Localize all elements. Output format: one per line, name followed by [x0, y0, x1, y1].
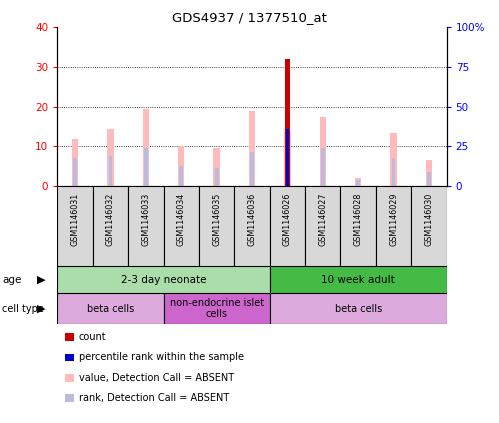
Bar	[72, 138, 78, 186]
Bar	[179, 166, 183, 186]
Text: rank, Detection Call = ABSENT: rank, Detection Call = ABSENT	[79, 393, 229, 403]
Bar	[285, 126, 289, 186]
Text: GSM1146027: GSM1146027	[318, 192, 327, 246]
Bar	[426, 160, 432, 186]
Bar	[57, 293, 164, 324]
Bar	[286, 129, 288, 186]
Bar	[427, 172, 431, 186]
Bar	[235, 186, 269, 266]
Bar	[143, 109, 149, 186]
Bar	[215, 168, 219, 186]
Bar	[107, 129, 114, 186]
Bar	[109, 157, 112, 186]
Text: ▶: ▶	[36, 275, 45, 285]
Text: percentile rank within the sample: percentile rank within the sample	[79, 352, 244, 363]
Text: beta cells: beta cells	[334, 304, 382, 313]
Bar	[269, 186, 305, 266]
Bar	[73, 158, 77, 186]
Bar	[285, 59, 289, 186]
Bar	[321, 148, 325, 186]
Bar	[284, 131, 290, 186]
Bar	[355, 178, 361, 186]
Bar	[269, 266, 447, 293]
Bar	[164, 186, 199, 266]
Bar	[214, 148, 220, 186]
Text: value, Detection Call = ABSENT: value, Detection Call = ABSENT	[79, 373, 234, 383]
Text: GSM1146033: GSM1146033	[141, 192, 150, 246]
Bar	[164, 293, 269, 324]
Bar	[249, 111, 255, 186]
Bar	[178, 146, 185, 186]
Bar	[269, 293, 447, 324]
Text: 10 week adult: 10 week adult	[321, 275, 395, 285]
Bar	[390, 132, 397, 186]
Text: GSM1146029: GSM1146029	[389, 192, 398, 246]
Text: count: count	[79, 332, 106, 342]
Text: GSM1146032: GSM1146032	[106, 192, 115, 246]
Text: GSM1146035: GSM1146035	[212, 192, 221, 246]
Text: GSM1146036: GSM1146036	[248, 192, 256, 246]
Text: GSM1146028: GSM1146028	[354, 192, 363, 246]
Bar	[144, 148, 148, 186]
Text: GSM1146031: GSM1146031	[70, 192, 79, 246]
Bar	[411, 186, 447, 266]
Bar	[57, 266, 269, 293]
Bar	[356, 180, 360, 186]
Bar	[376, 186, 411, 266]
Text: GSM1146034: GSM1146034	[177, 192, 186, 246]
Bar	[93, 186, 128, 266]
Bar	[128, 186, 164, 266]
Bar	[392, 158, 395, 186]
Text: cell type: cell type	[2, 304, 44, 313]
Text: beta cells: beta cells	[87, 304, 134, 313]
Text: GSM1146026: GSM1146026	[283, 192, 292, 246]
Text: GDS4937 / 1377510_at: GDS4937 / 1377510_at	[172, 11, 327, 24]
Text: GSM1146030: GSM1146030	[425, 192, 434, 246]
Bar	[340, 186, 376, 266]
Text: ▶: ▶	[36, 304, 45, 313]
Bar	[305, 186, 340, 266]
Text: age: age	[2, 275, 22, 285]
Bar	[57, 186, 93, 266]
Bar	[250, 152, 254, 186]
Bar	[319, 117, 326, 186]
Bar	[199, 186, 235, 266]
Text: non-endocrine islet
cells: non-endocrine islet cells	[170, 298, 263, 319]
Text: 2-3 day neonate: 2-3 day neonate	[121, 275, 206, 285]
